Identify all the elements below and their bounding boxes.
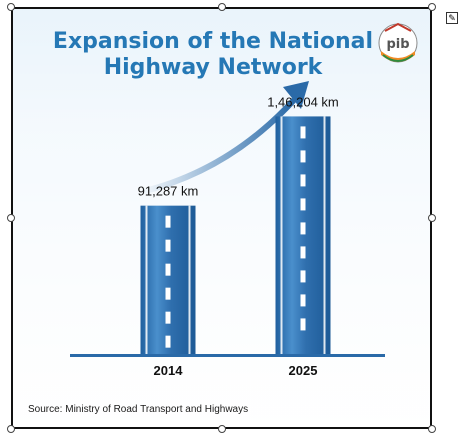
resize-handle-left[interactable] — [7, 214, 15, 222]
source-note: Source: Ministry of Road Transport and H… — [28, 404, 249, 415]
pib-logo: pib — [378, 22, 418, 63]
infographic-card: Expansion of the National Highway Networ… — [13, 9, 430, 427]
bar-2014 — [140, 205, 196, 354]
growth-arrowhead — [283, 81, 309, 109]
x-axis-baseline — [70, 354, 385, 357]
layout-options-icon[interactable]: ✎ — [446, 12, 458, 24]
resize-handle-top[interactable] — [218, 3, 226, 11]
data-label-2014: 91,287 km — [138, 184, 199, 199]
bar-chart: 91,287 km 2014 1,46,204 km 2025 — [70, 81, 385, 378]
growth-arrow — [138, 98, 296, 195]
resize-handle-right[interactable] — [428, 214, 436, 222]
bar-2025 — [275, 116, 331, 354]
chart-title-line1: Expansion of the National — [52, 29, 374, 54]
x-tick-2025: 2025 — [289, 363, 318, 378]
image-frame: Expansion of the National Highway Networ… — [11, 7, 432, 429]
resize-handle-top-right[interactable] — [428, 3, 436, 11]
x-tick-2014: 2014 — [154, 363, 184, 378]
chart-title-line2: Highway Network — [103, 55, 323, 80]
logo-text: pib — [386, 37, 409, 52]
resize-handle-bottom-right[interactable] — [428, 425, 436, 433]
resize-handle-bottom[interactable] — [218, 425, 226, 433]
data-label-2025: 1,46,204 km — [267, 94, 339, 109]
resize-handle-top-left[interactable] — [7, 3, 15, 11]
resize-handle-bottom-left[interactable] — [7, 425, 15, 433]
